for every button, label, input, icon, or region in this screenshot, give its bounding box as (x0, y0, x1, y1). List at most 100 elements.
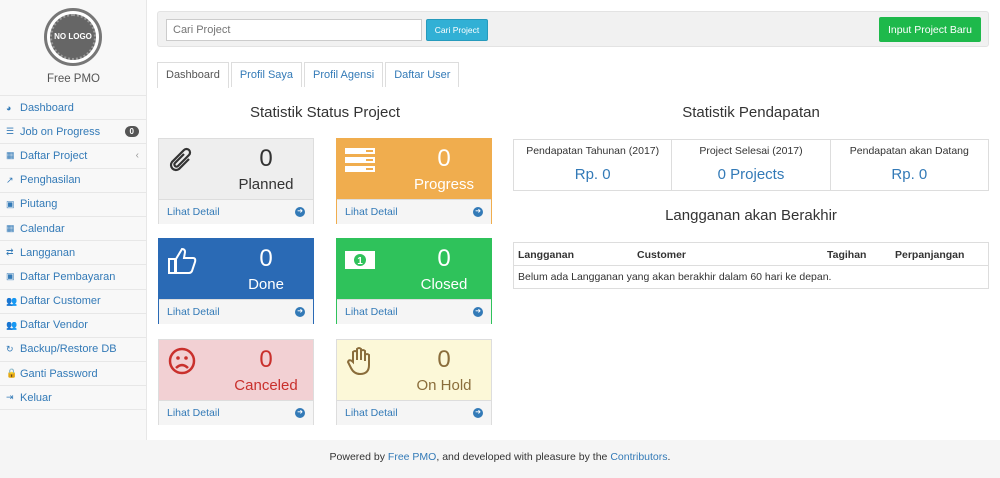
sidebar-item-daftar-vendor[interactable]: 👥 Daftar Vendor (0, 314, 147, 338)
sidebar-item-daftar-pembayaran[interactable]: ▣ Daftar Pembayaran (0, 265, 147, 290)
view-detail-link[interactable]: Lihat Detail ➜ (337, 299, 491, 324)
sidebar-item-calendar[interactable]: ▦ Calendar (0, 217, 147, 242)
sidebar-item-label: Dashboard (20, 101, 74, 114)
tasks-icon (345, 145, 375, 175)
status-title: Statistik Status Project (249, 104, 401, 121)
sidebar-item-backup-restore-db[interactable]: ↻ Backup/Restore DB (0, 338, 147, 363)
status-count: 0 (437, 145, 451, 172)
revenue-value: Rp. 0 (891, 166, 928, 183)
sidebar-item-label: Ganti Password (20, 367, 98, 380)
status-label: Done (248, 276, 284, 293)
hand-icon (345, 346, 375, 376)
sidebar-item-label: Keluar (20, 391, 52, 404)
sidebar-item-label: Backup/Restore DB (20, 343, 117, 356)
view-detail-link[interactable]: Lihat Detail ➜ (337, 400, 491, 425)
sidebar-item-daftar-project[interactable]: ▦ Daftar Project ‹ (0, 144, 147, 169)
status-count: 0 (259, 346, 273, 373)
view-detail-link[interactable]: Lihat Detail ➜ (337, 199, 491, 224)
free-pmo-link[interactable]: Free PMO (387, 451, 437, 463)
status-panel-closed: 1 0 Closed Lihat Detail ➜ (336, 238, 492, 324)
dashboard-icon: ◕ (6, 102, 12, 113)
new-project-button[interactable]: Input Project Baru (879, 17, 981, 42)
tab-dashboard[interactable]: Dashboard (157, 62, 229, 88)
search-input[interactable] (166, 19, 422, 41)
column-header: Langganan (518, 249, 575, 261)
view-detail-link[interactable]: Lihat Detail ➜ (159, 199, 313, 224)
status-label: Canceled (234, 377, 298, 394)
frown-icon (167, 346, 197, 376)
view-detail-label: Lihat Detail (167, 407, 220, 419)
tab-daftar-user[interactable]: Daftar User (385, 62, 460, 87)
calendar-icon: ▦ (6, 223, 15, 234)
sidebar-item-piutang[interactable]: ▣ Piutang (0, 193, 147, 217)
table-header: Langganan Customer Tagihan Perpanjangan (514, 243, 988, 266)
revenue-title: Statistik Pendapatan (682, 104, 820, 121)
tab-profil-agensi[interactable]: Profil Agensi (304, 62, 384, 87)
status-label: Planned (238, 176, 294, 193)
sidebar-item-daftar-customer[interactable]: 👥 Daftar Customer (0, 290, 147, 314)
search-button[interactable]: Cari Project (426, 19, 488, 41)
column-header: Customer (637, 249, 687, 261)
logo: NO LOGO (44, 8, 102, 66)
arrow-circle-right-icon: ➜ (295, 307, 305, 317)
paperclip-icon (167, 145, 197, 175)
sidebar: NO LOGO Free PMO ◕ Dashboard ☰ Job on Progr… (0, 0, 147, 440)
status-panel-planned: 0 Planned Lihat Detail ➜ (158, 138, 314, 224)
arrow-circle-right-icon: ➜ (295, 408, 305, 418)
sidebar-item-langganan[interactable]: ⇄ Langganan (0, 241, 147, 266)
tabs: Dashboard Profil Saya Profil Agensi Daft… (157, 62, 461, 88)
sidebar-item-label: Daftar Vendor (20, 319, 88, 332)
revenue-cell: Project Selesai (2017) 0 Projects (672, 140, 831, 190)
sidebar-item-label: Job on Progress (20, 125, 101, 138)
sidebar-nav: ◕ Dashboard ☰ Job on Progress 0 ▦ Daftar Proje… (0, 95, 147, 411)
contributors-link[interactable]: Contributors (610, 451, 668, 463)
line-chart-icon: ↗ (6, 174, 14, 185)
panel-body: 0 Planned (159, 139, 313, 199)
panel-body: 0 Done (159, 239, 313, 299)
sidebar-item-label: Calendar (20, 222, 65, 235)
revenue-label: Project Selesai (2017) (699, 145, 803, 157)
column-header: Perpanjangan (895, 249, 965, 261)
users-icon: 👥 (6, 319, 18, 330)
arrow-circle-right-icon: ➜ (295, 207, 305, 217)
sidebar-item-label: Penghasilan (20, 174, 81, 187)
arrow-circle-right-icon: ➜ (473, 408, 483, 418)
top-bar: Cari Project Input Project Baru (157, 11, 989, 47)
sidebar-item-label: Langganan (20, 246, 76, 259)
revenue-cell: Pendapatan akan Datang Rp. 0 (831, 140, 988, 190)
sidebar-item-dashboard[interactable]: ◕ Dashboard (0, 96, 147, 121)
count-badge: 0 (124, 126, 139, 138)
view-detail-link[interactable]: Lihat Detail ➜ (159, 400, 313, 425)
sidebar-item-penghasilan[interactable]: ↗ Penghasilan (0, 169, 147, 193)
status-count: 0 (437, 346, 451, 373)
sidebar-item-ganti-password[interactable]: 🔒 Ganti Password (0, 362, 147, 387)
panel-body: 0 On Hold (337, 340, 491, 400)
thumbs-up-icon (167, 245, 197, 275)
arrow-circle-right-icon: ➜ (473, 207, 483, 217)
svg-text:1: 1 (357, 256, 363, 267)
sidebar-item-keluar[interactable]: ⇥ Keluar (0, 386, 147, 411)
status-panel-progress: 0 Progress Lihat Detail ➜ (336, 138, 492, 224)
view-detail-label: Lihat Detail (167, 206, 220, 218)
status-count: 0 (259, 245, 273, 272)
view-detail-link[interactable]: Lihat Detail ➜ (159, 299, 313, 324)
panel-body: 1 0 Closed (337, 239, 491, 299)
logo-text: NO LOGO (50, 14, 96, 60)
tab-profil-saya[interactable]: Profil Saya (230, 62, 303, 87)
brand-name: Free PMO (46, 73, 101, 85)
money-icon: 1 (345, 245, 375, 275)
column-header: Tagihan (827, 249, 867, 261)
view-detail-label: Lihat Detail (345, 407, 398, 419)
chevron-left-icon: ‹ (135, 150, 139, 162)
revenue-stats: Pendapatan Tahunan (2017) Rp. 0 Project S… (513, 139, 989, 191)
lock-icon: 🔒 (6, 368, 18, 379)
empty-row: Belum ada Langganan yang akan berakhir d… (518, 271, 832, 283)
subscriptions-title: Langganan akan Berakhir (665, 207, 837, 224)
status-panel-canceled: 0 Canceled Lihat Detail ➜ (158, 339, 314, 425)
retweet-icon: ⇄ (6, 247, 14, 258)
money-icon: ▣ (6, 198, 15, 209)
table-icon: ▦ (6, 150, 15, 161)
footer-text: . (667, 451, 671, 463)
view-detail-label: Lihat Detail (345, 206, 398, 218)
sidebar-item-job-on-progress[interactable]: ☰ Job on Progress 0 (0, 120, 147, 145)
